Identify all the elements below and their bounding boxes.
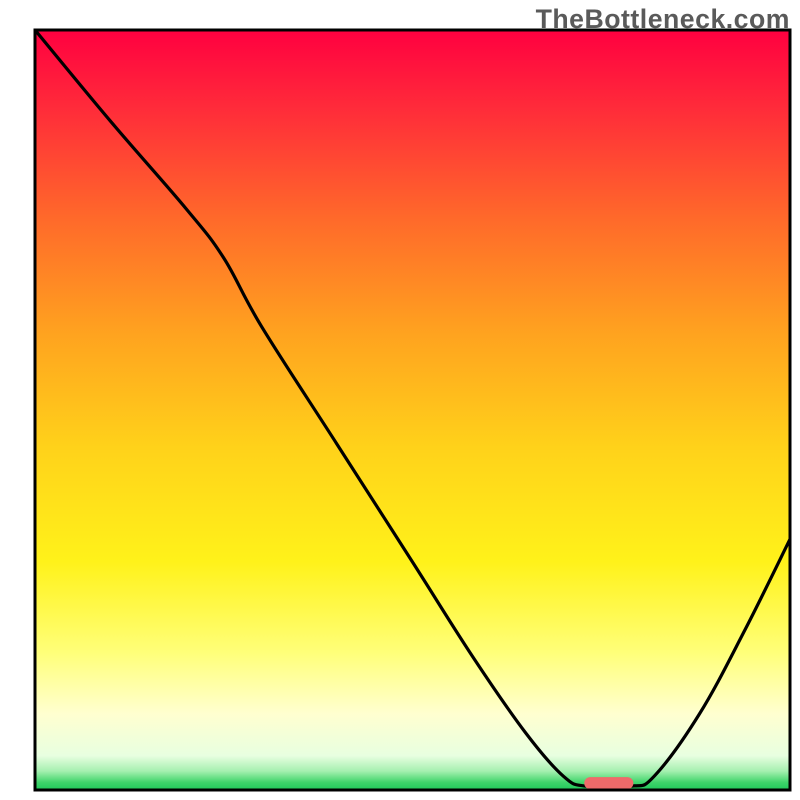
chart-svg [0, 0, 800, 800]
optimal-marker [584, 777, 633, 789]
chart-gradient-background [35, 30, 790, 790]
watermark-text: TheBottleneck.com [536, 4, 790, 35]
chart-container: TheBottleneck.com [0, 0, 800, 800]
